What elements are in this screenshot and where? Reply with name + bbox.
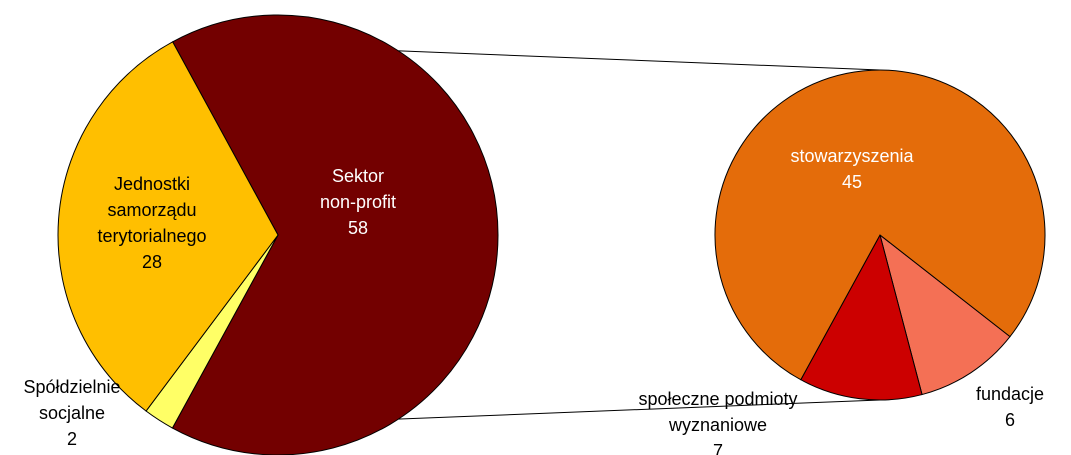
label-line: Spółdzielnie (23, 377, 120, 397)
pie-slice (57, 41, 279, 412)
slice-value: 58 (348, 218, 368, 238)
slice-value: 7 (713, 441, 723, 455)
slice-label: stowarzyszenia (790, 146, 914, 166)
slice-label: Sektor non-profit (320, 166, 396, 212)
label-line: samorządu (107, 200, 196, 220)
slice-value: 45 (842, 172, 862, 192)
pie-slice (879, 233, 1011, 396)
label-line: społeczne podmioty (638, 389, 797, 409)
label-line: terytorialnego (97, 226, 206, 246)
slice-label: Spółdzielnie socjalne (23, 377, 120, 423)
label-line: non-profit (320, 192, 396, 212)
slice-value: 2 (67, 429, 77, 449)
slice-value: 6 (1005, 410, 1015, 430)
pie-slice (171, 14, 499, 455)
pie-slice (800, 233, 923, 401)
label-line: socjalne (39, 403, 105, 423)
slice-label: fundacje (976, 384, 1044, 404)
label-line: fundacje (976, 384, 1044, 404)
slice-label: Jednostki samorządu terytorialnego (97, 174, 206, 246)
label-line: wyznaniowe (668, 415, 767, 435)
label-line: Sektor (332, 166, 384, 186)
slice-value: 28 (142, 252, 162, 272)
label-line: Jednostki (114, 174, 190, 194)
label-line: stowarzyszenia (790, 146, 914, 166)
slice-label: społeczne podmioty wyznaniowe (638, 389, 797, 435)
pie-slice (714, 69, 1046, 381)
